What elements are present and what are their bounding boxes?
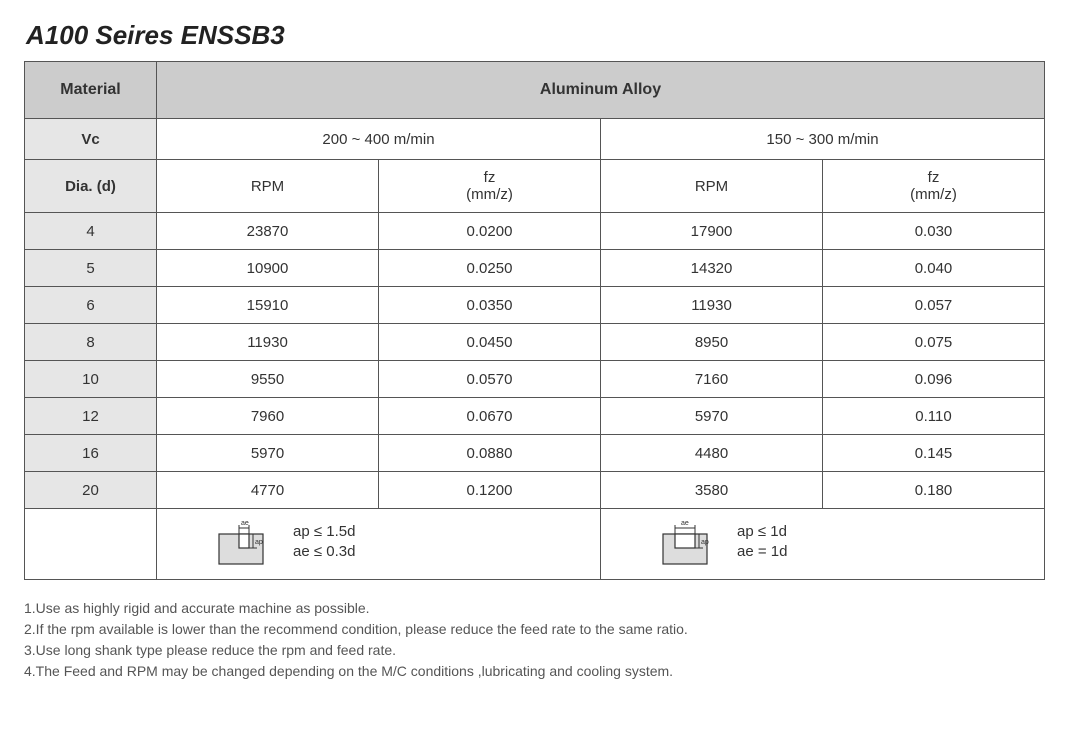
footnote-line: 1.Use as highly rigid and accurate machi… (24, 598, 1051, 619)
diagram-right-text: ap ≤ 1d ae = 1d (737, 522, 787, 563)
rpm-label-1: RPM (157, 160, 379, 213)
ae-constraint: ae = 1d (737, 542, 787, 562)
dia-cell: 6 (25, 287, 157, 324)
svg-text:ae: ae (681, 520, 689, 527)
fz1-cell: 0.0450 (379, 324, 601, 361)
material-value: Aluminum Alloy (157, 62, 1045, 119)
svg-text:ae: ae (241, 520, 249, 527)
dia-label: Dia. (d) (25, 160, 157, 213)
rpm1-cell: 9550 (157, 361, 379, 398)
fz-line1: fz (928, 169, 940, 186)
diagram-right-cell: ae ap ap ≤ 1d ae = 1d (601, 509, 1045, 580)
diagram-left-cell: ae ap ap ≤ 1.5d ae ≤ 0.3d (157, 509, 601, 580)
table-row: 5109000.0250143200.040 (25, 250, 1045, 287)
rpm1-cell: 23870 (157, 213, 379, 250)
rpm1-cell: 15910 (157, 287, 379, 324)
footnotes: 1.Use as highly rigid and accurate machi… (24, 598, 1051, 682)
table-row: 8119300.045089500.075 (25, 324, 1045, 361)
fz2-cell: 0.030 (823, 213, 1045, 250)
rpm2-cell: 7160 (601, 361, 823, 398)
cutting-data-table: Material Aluminum Alloy Vc 200 ~ 400 m/m… (24, 61, 1045, 580)
svg-text:ap: ap (255, 539, 263, 546)
ap-constraint: ap ≤ 1d (737, 522, 787, 542)
fz-line2: (mm/z) (910, 186, 957, 203)
table-row: 1279600.067059700.110 (25, 398, 1045, 435)
fz-line2: (mm/z) (466, 186, 513, 203)
fz1-cell: 0.0200 (379, 213, 601, 250)
rpm1-cell: 10900 (157, 250, 379, 287)
fz1-cell: 0.0570 (379, 361, 601, 398)
fz2-cell: 0.110 (823, 398, 1045, 435)
vc-label: Vc (25, 119, 157, 160)
rpm1-cell: 11930 (157, 324, 379, 361)
diagram-left-text: ap ≤ 1.5d ae ≤ 0.3d (293, 522, 355, 563)
slot-diagram-icon: ae ap (217, 518, 275, 566)
rpm2-cell: 8950 (601, 324, 823, 361)
table-row: 1095500.057071600.096 (25, 361, 1045, 398)
dia-cell: 20 (25, 472, 157, 509)
dia-cell: 16 (25, 435, 157, 472)
dia-cell: 12 (25, 398, 157, 435)
fz-label-1: fz (mm/z) (379, 160, 601, 213)
page-title: A100 Seires ENSSB3 (26, 20, 1051, 51)
fz2-cell: 0.180 (823, 472, 1045, 509)
dia-cell: 10 (25, 361, 157, 398)
footnote-line: 3.Use long shank type please reduce the … (24, 640, 1051, 661)
rpm-label-2: RPM (601, 160, 823, 213)
footnote-line: 2.If the rpm available is lower than the… (24, 619, 1051, 640)
vc-left: 200 ~ 400 m/min (157, 119, 601, 160)
fz2-cell: 0.040 (823, 250, 1045, 287)
fz1-cell: 0.0880 (379, 435, 601, 472)
fz1-cell: 0.1200 (379, 472, 601, 509)
ae-constraint: ae ≤ 0.3d (293, 542, 355, 562)
rpm2-cell: 11930 (601, 287, 823, 324)
material-label: Material (25, 62, 157, 119)
rpm1-cell: 7960 (157, 398, 379, 435)
dia-cell: 4 (25, 213, 157, 250)
fz-line1: fz (484, 169, 496, 186)
fz-label-2: fz (mm/z) (823, 160, 1045, 213)
rpm1-cell: 5970 (157, 435, 379, 472)
fz2-cell: 0.145 (823, 435, 1045, 472)
table-row: 4238700.0200179000.030 (25, 213, 1045, 250)
dia-cell: 8 (25, 324, 157, 361)
header-row-vc: Vc 200 ~ 400 m/min 150 ~ 300 m/min (25, 119, 1045, 160)
rpm2-cell: 17900 (601, 213, 823, 250)
diagram-row: ae ap ap ≤ 1.5d ae ≤ 0.3d (25, 509, 1045, 580)
fz1-cell: 0.0350 (379, 287, 601, 324)
fz2-cell: 0.096 (823, 361, 1045, 398)
table-row: 2047700.120035800.180 (25, 472, 1045, 509)
rpm2-cell: 4480 (601, 435, 823, 472)
fz2-cell: 0.075 (823, 324, 1045, 361)
vc-right: 150 ~ 300 m/min (601, 119, 1045, 160)
dia-cell: 5 (25, 250, 157, 287)
svg-text:ap: ap (701, 539, 709, 546)
fz1-cell: 0.0250 (379, 250, 601, 287)
rpm2-cell: 5970 (601, 398, 823, 435)
ap-constraint: ap ≤ 1.5d (293, 522, 355, 542)
table-row: 1659700.088044800.145 (25, 435, 1045, 472)
rpm2-cell: 14320 (601, 250, 823, 287)
table-row: 6159100.0350119300.057 (25, 287, 1045, 324)
slot-diagram-icon: ae ap (661, 518, 719, 566)
fz2-cell: 0.057 (823, 287, 1045, 324)
rpm1-cell: 4770 (157, 472, 379, 509)
header-row-columns: Dia. (d) RPM fz (mm/z) RPM fz (mm/z) (25, 160, 1045, 213)
rpm2-cell: 3580 (601, 472, 823, 509)
footnote-line: 4.The Feed and RPM may be changed depend… (24, 661, 1051, 682)
fz1-cell: 0.0670 (379, 398, 601, 435)
header-row-material: Material Aluminum Alloy (25, 62, 1045, 119)
